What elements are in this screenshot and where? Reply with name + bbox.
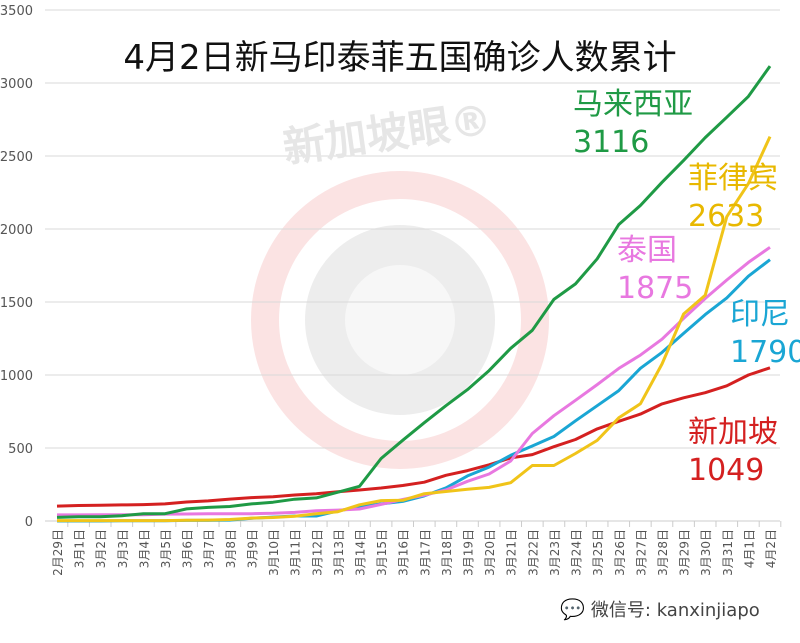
x-tick-label: 3月14日 <box>353 529 367 576</box>
y-tick-label: 500 <box>8 442 33 457</box>
x-tick-label: 3月6日 <box>181 529 195 568</box>
y-tick-label: 1500 <box>0 296 33 311</box>
series-label-philippines: 菲律宾 2633 <box>688 161 778 234</box>
x-tick-label: 3月26日 <box>613 529 627 576</box>
series-line-马来西亚 <box>56 65 772 519</box>
series-line-新加坡 <box>56 366 771 508</box>
x-tick-label: 3月23日 <box>548 529 562 576</box>
x-tick-label: 3月4日 <box>137 529 151 568</box>
x-tick-label: 3月3日 <box>116 529 130 568</box>
y-tick-label: 2500 <box>0 150 33 165</box>
x-tick-label: 3月5日 <box>159 529 173 568</box>
x-tick-label: 3月22日 <box>526 529 540 576</box>
x-tick-label: 3月8日 <box>224 529 238 568</box>
x-tick-label: 3月15日 <box>375 529 389 576</box>
x-tick-label: 3月10日 <box>267 529 281 576</box>
y-tick-label: 3000 <box>0 77 33 92</box>
x-tick-label: 3月17日 <box>418 529 432 576</box>
x-tick-label: 3月31日 <box>721 529 735 576</box>
series-label-malaysia: 马来西亚 3116 <box>573 87 693 160</box>
series-label-singapore: 新加坡 1049 <box>688 415 778 488</box>
footer-text: 微信号: kanxinjiapo <box>590 600 760 621</box>
x-tick-label: 3月9日 <box>245 529 259 568</box>
footer: 💬 微信号: kanxinjiapo <box>560 596 760 622</box>
y-tick-label: 0 <box>25 515 33 530</box>
x-tick-label: 3月29日 <box>678 529 692 576</box>
series-label-indonesia: 印尼 1790 <box>730 297 800 370</box>
x-tick-label: 3月27日 <box>634 529 648 576</box>
y-tick-label: 2000 <box>0 223 33 238</box>
x-tick-label: 3月25日 <box>591 529 605 576</box>
x-tick-label: 4月2日 <box>764 529 778 568</box>
x-tick-label: 3月21日 <box>505 529 519 576</box>
x-tick-label: 3月20日 <box>483 529 497 576</box>
x-tick-label: 3月19日 <box>462 529 476 576</box>
x-tick-label: 2月29日 <box>51 529 65 576</box>
x-tick-label: 4月1日 <box>742 529 756 568</box>
x-tick-label: 3月1日 <box>73 529 87 568</box>
x-tick-label: 3月18日 <box>440 529 454 576</box>
y-tick-label: 1000 <box>0 369 33 384</box>
x-tick-label: 3月11日 <box>289 529 303 576</box>
chart-title: 4月2日新马印泰菲五国确诊人数累计 <box>123 38 677 78</box>
x-tick-label: 3月7日 <box>202 529 216 568</box>
x-tick-label: 3月24日 <box>570 529 584 576</box>
x-tick-label: 3月12日 <box>310 529 324 576</box>
x-tick-label: 3月30日 <box>699 529 713 576</box>
y-tick-label: 3500 <box>0 4 33 19</box>
series-line-菲律宾 <box>57 135 772 523</box>
x-tick-label: 3月16日 <box>397 529 411 576</box>
wechat-icon: 💬 <box>560 597 585 621</box>
x-tick-label: 3月28日 <box>656 529 670 576</box>
x-tick-label: 3月2日 <box>94 529 108 568</box>
series-label-thailand: 泰国 1875 <box>617 233 694 306</box>
x-tick-label: 3月13日 <box>332 529 346 576</box>
watermark-logo <box>251 171 549 469</box>
